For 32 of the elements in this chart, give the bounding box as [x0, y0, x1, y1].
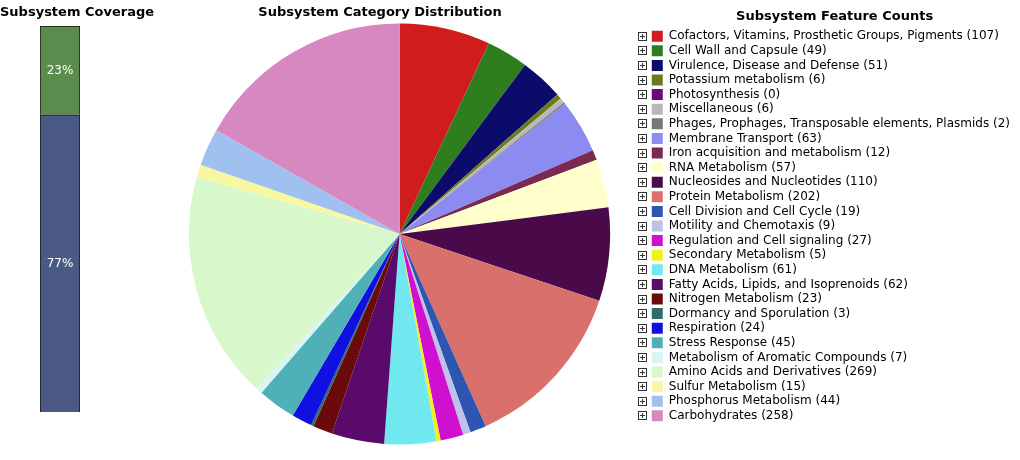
legend-label: DNA Metabolism (61) — [668, 261, 797, 276]
legend-label: Dormancy and Sporulation (3) — [668, 305, 851, 320]
legend-label: Motility and Chemotaxis (9) — [668, 218, 836, 233]
legend-label: Sulfur Metabolism (15) — [668, 378, 806, 393]
legend-label: Nitrogen Metabolism (23) — [668, 291, 823, 306]
chart-title: Subsystem Coverage — [0, 4, 155, 21]
legend-label: Metabolism of Aromatic Compounds (7) — [668, 349, 908, 364]
legend-label: Phosphorus Metabolism (44) — [668, 393, 841, 408]
legend-label: Virulence, Disease and Defense (51) — [668, 57, 888, 72]
legend-label: Membrane Transport (63) — [668, 130, 822, 145]
legend-label: Fatty Acids, Lipids, and Isoprenoids (62) — [668, 276, 908, 291]
legend-label: Respiration (24) — [668, 320, 765, 335]
chart-title: Subsystem Category Distribution — [258, 4, 502, 19]
legend-label: Iron acquisition and metabolism (12) — [668, 145, 891, 160]
legend-label: Protein Metabolism (202) — [668, 188, 821, 203]
legend-label: Potassium metabolism (6) — [668, 72, 826, 87]
legend-label: Nucleosides and Nucleotides (110) — [668, 174, 878, 189]
legend-label: Carbohydrates (258) — [668, 407, 794, 422]
legend-label: Cell Wall and Capsule (49) — [668, 42, 827, 57]
legend-title: Subsystem Feature Counts — [736, 7, 934, 23]
legend-label: Phages, Prophages, Transposable elements, Plasmids (2) — [668, 115, 1011, 130]
legend-label: Secondary Metabolism (5) — [668, 247, 827, 262]
data-label: 77% — [46, 255, 74, 270]
data-label: 23% — [46, 62, 74, 77]
legend-label: Cell Division and Cell Cycle (19) — [668, 203, 861, 218]
legend-label: Photosynthesis (0) — [668, 86, 781, 101]
legend-label: Regulation and Cell signaling (27) — [668, 232, 872, 247]
legend-label: Miscellaneous (6) — [668, 101, 774, 116]
legend-label: Amino Acids and Derivatives (269) — [668, 364, 877, 379]
legend-label: Cofactors, Vitamins, Prosthetic Groups, Pigments (107) — [668, 28, 999, 43]
legend-label: RNA Metabolism (57) — [668, 159, 796, 174]
legend-label: Stress Response (45) — [668, 334, 796, 349]
